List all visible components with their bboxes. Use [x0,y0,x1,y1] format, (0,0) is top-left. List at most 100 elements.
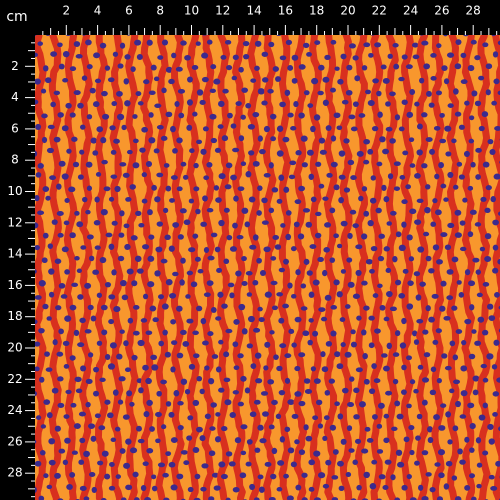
blue-dot [35,460,42,467]
blue-dot [315,161,322,167]
blue-dot [378,233,385,239]
blue-dot [249,411,257,418]
blue-dot [324,54,331,61]
blue-dot [493,78,500,85]
blue-dot [35,391,38,397]
blue-dot [408,256,415,262]
blue-dot [225,328,233,334]
blue-dot [56,183,62,190]
blue-dot [38,495,45,500]
blue-dot [172,222,180,228]
blue-dot [110,149,117,155]
blue-dot [137,339,145,347]
blue-dot [196,426,203,433]
blue-dot [276,487,283,492]
blue-dot [326,172,333,178]
blue-dot [421,450,429,456]
blue-dot [453,88,459,95]
blue-dot [92,101,100,108]
blue-dot [302,330,310,337]
blue-dot [333,279,340,286]
blue-dot [196,305,203,312]
blue-dot [237,401,244,407]
blue-dot [497,258,500,265]
blue-dot [399,342,407,349]
blue-dot [211,354,219,359]
blue-dot [154,270,161,277]
blue-dot [438,472,445,479]
blue-dot [393,63,400,70]
red-stripe [186,35,200,500]
blue-dot [293,221,300,228]
blue-dot [252,160,260,167]
blue-dot [318,472,326,479]
blue-dot [302,42,310,48]
blue-dot [45,77,52,84]
blue-dot [237,353,244,359]
blue-dot [249,244,257,250]
blue-dot [361,329,367,336]
blue-dot [423,63,430,70]
blue-dot [38,280,46,287]
blue-dot [325,459,332,466]
blue-dot [185,294,191,299]
blue-dot [105,232,113,238]
blue-dot [399,175,406,180]
blue-dot [275,76,281,82]
blue-dot [155,438,161,444]
blue-dot [193,186,200,192]
blue-dot [270,473,277,480]
blue-dot [132,162,140,169]
blue-dot [178,112,185,119]
blue-dot [293,101,299,108]
blue-dot [124,243,131,250]
blue-dot [81,196,88,203]
blue-dot [458,124,465,130]
blue-dot [35,172,42,178]
blue-dot [408,425,415,431]
blue-dot [484,207,491,214]
blue-dot [449,340,456,347]
blue-dot [104,65,111,71]
blue-dot [270,280,278,286]
blue-dot [50,101,56,108]
blue-dot [457,448,463,455]
blue-dot [232,390,240,395]
blue-dot [468,353,476,360]
blue-dot [136,54,143,61]
blue-dot [446,52,455,58]
blue-dot [92,390,100,397]
blue-dot [170,366,176,373]
blue-dot [180,450,188,455]
blue-dot [221,303,228,309]
blue-dot [369,197,377,204]
blue-dot [101,329,108,336]
blue-dot [123,223,130,229]
blue-dot [286,495,294,500]
blue-dot [257,88,265,95]
blue-dot [69,232,76,239]
blue-dot [291,77,298,84]
blue-dot [411,42,419,48]
blue-dot [101,450,109,457]
blue-dot [469,304,475,311]
top-ruler-label: 18 [309,4,324,18]
blue-dot [472,257,480,263]
blue-dot [307,103,314,109]
blue-dot [135,210,142,217]
blue-dot [57,376,64,382]
blue-dot [412,54,420,60]
blue-dot [468,138,475,144]
blue-dot [355,269,362,277]
blue-dot [124,367,131,373]
blue-dot [333,233,339,239]
blue-dot [132,330,140,336]
blue-dot [228,461,236,467]
blue-dot [494,126,500,131]
blue-dot [317,90,324,96]
blue-dot [48,268,55,275]
blue-dot [492,267,499,274]
blue-dot [322,435,328,442]
blue-dot [402,150,409,156]
blue-dot [257,474,264,480]
